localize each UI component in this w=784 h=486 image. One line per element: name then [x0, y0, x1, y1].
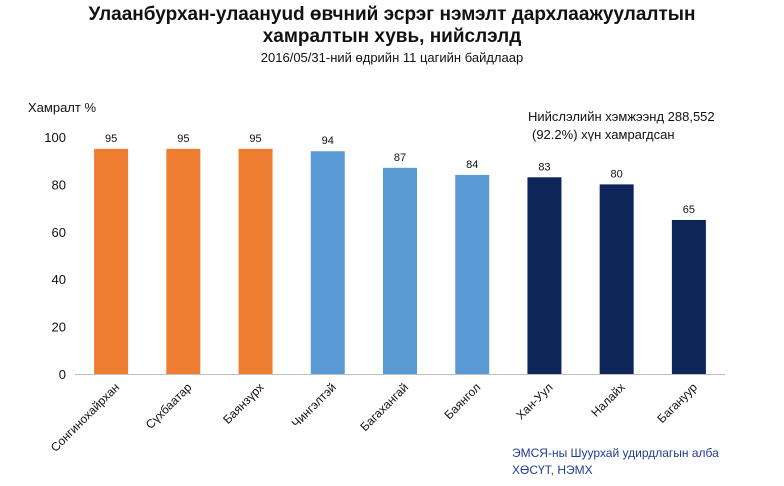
bar	[455, 174, 490, 374]
y-tick-label: 20	[52, 320, 66, 335]
category-label: Хан-Уул	[513, 380, 555, 422]
bar	[238, 148, 273, 374]
annotation-line2: (92.2%) хүн хамрагдсан	[532, 127, 675, 142]
chart-title-line2: хамралтын хувь, нийслэлд	[262, 26, 522, 47]
category-label: Баянзүрх	[220, 380, 266, 426]
data-label: 95	[105, 133, 117, 145]
y-tick-label: 40	[52, 272, 66, 287]
data-label: 94	[322, 135, 334, 147]
y-tick-label: 100	[44, 130, 66, 145]
chart-subtitle: 2016/05/31-ний өдрийн 11 цагийн байдлаар	[260, 50, 524, 65]
data-label: 95	[249, 133, 261, 145]
bar	[671, 219, 706, 374]
data-label: 87	[394, 152, 406, 164]
y-tick-label: 0	[59, 367, 66, 382]
bar	[383, 167, 417, 374]
bar	[310, 151, 345, 374]
y-tick-label: 80	[52, 177, 66, 192]
annotation-line1: Нийслэлийн хэмжээнд 288,552	[528, 109, 715, 124]
chart-title-line1: Улаанбурхан-улаануud өвчний эсрэг нэмэлт…	[88, 4, 696, 25]
data-label: 80	[611, 168, 623, 180]
category-label: Баянгол	[441, 380, 483, 422]
category-label: Налайх	[588, 380, 627, 419]
y-axis-label: Хамралт %	[28, 100, 97, 115]
data-label: 65	[683, 204, 695, 216]
category-label: Сонгинохайрхан	[48, 380, 122, 454]
bar	[166, 148, 201, 374]
category-label: Багануур	[654, 380, 700, 426]
category-label: Багахангай	[357, 380, 411, 434]
category-label: Чингэлтэй	[289, 380, 339, 430]
y-tick-label: 60	[52, 225, 66, 240]
bar	[599, 184, 634, 374]
source-line2: ХӨСҮТ, НЭМХ	[512, 463, 593, 477]
source-line1: ЭМСЯ-ны Шуурхай удирдлагын алба	[512, 446, 719, 460]
bar	[527, 177, 562, 374]
data-label: 84	[466, 159, 478, 171]
data-label: 95	[177, 133, 189, 145]
data-label: 83	[538, 161, 550, 173]
bar	[94, 148, 129, 374]
category-label: Сүхбаатар	[143, 380, 195, 432]
